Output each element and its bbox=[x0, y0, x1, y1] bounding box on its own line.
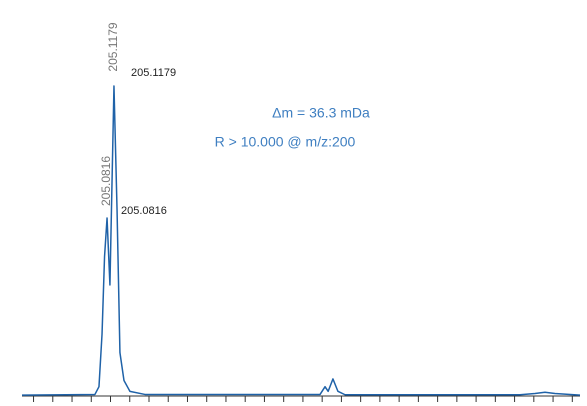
resolution: R > 10.000 @ m/z:200 bbox=[215, 134, 356, 150]
peak-label: 205.0816 bbox=[121, 205, 167, 217]
peak-label-rotated: 205.0816 bbox=[99, 156, 113, 206]
mass-difference: Δm = 36.3 mDa bbox=[272, 105, 370, 121]
peak-label: 205.1179 bbox=[131, 67, 176, 79]
peak-label-rotated: 205.1179 bbox=[106, 22, 120, 71]
spectrum-line bbox=[21, 85, 581, 396]
